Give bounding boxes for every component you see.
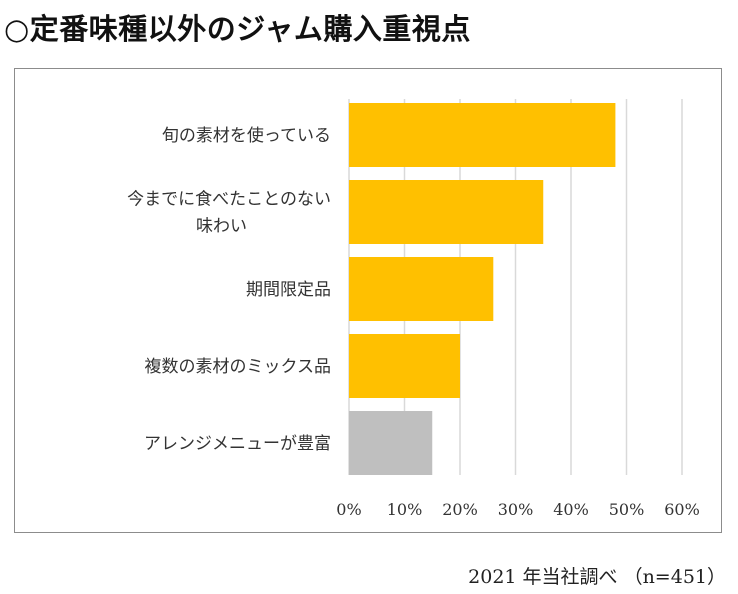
category-label-line: 味わい [196,217,247,237]
chart-area: 旬の素材を使っている今までに食べたことのない味わい期間限定品複数の素材のミックス… [14,68,722,533]
bar-chart: 旬の素材を使っている今までに食べたことのない味わい期間限定品複数の素材のミックス… [127,99,700,519]
category-label: 今までに食べたことのない味わい [127,190,331,237]
x-tick-label: 50% [609,500,645,519]
category-label-line: 期間限定品 [246,280,331,300]
category-label: アレンジメニューが豊富 [144,434,331,454]
x-tick-label: 0% [336,500,361,519]
x-tick-label: 10% [387,500,423,519]
bar [349,257,494,321]
chart-title: ○定番味種以外のジャム購入重視点 [4,12,471,46]
category-label-line: 旬の素材を使っている [162,125,331,146]
category-label: 旬の素材を使っている [162,125,331,146]
category-label-line: 今までに食べたことのない [127,190,331,210]
x-tick-label: 40% [553,500,589,519]
bar [349,411,433,475]
bar [349,103,616,167]
category-label: 期間限定品 [246,280,331,300]
bar [349,180,544,244]
category-label-line: 複数の素材のミックス品 [145,357,332,377]
category-label: 複数の素材のミックス品 [145,357,332,377]
x-tick-label: 30% [498,500,534,519]
category-label-line: アレンジメニューが豊富 [144,434,331,454]
x-tick-label: 60% [664,500,700,519]
bar [349,334,460,398]
source-note: 2021 年当社調べ （n=451） [468,566,726,588]
x-tick-label: 20% [442,500,478,519]
